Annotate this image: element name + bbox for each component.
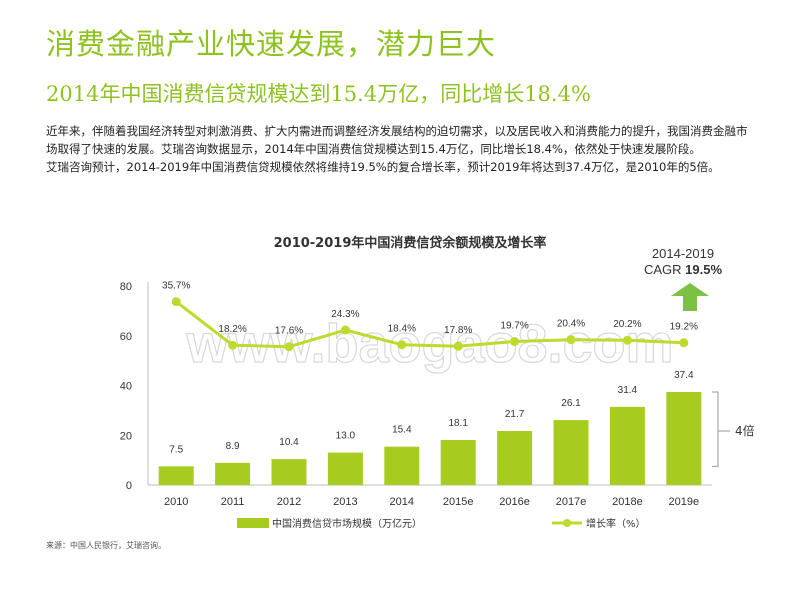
multiple-bracket	[712, 391, 719, 467]
body-paragraph-2: 艾瑞咨询预计，2014-2019年中国消费信贷规模依然将维持19.5%的复合增长…	[46, 160, 720, 174]
bar-label-2013: 13.0	[336, 431, 356, 442]
growth-point-2011	[228, 340, 238, 350]
bar-label-2015e: 18.1	[448, 418, 468, 429]
growth-line	[175, 300, 684, 349]
page-title: 消费金融产业快速发展，潜力巨大	[46, 27, 497, 61]
bar-2015e	[440, 439, 476, 485]
cagr-value: 19.5%	[685, 262, 723, 277]
bar-2014	[384, 446, 420, 485]
growth-point-2013	[340, 325, 350, 335]
growth-point-2019e	[679, 338, 689, 348]
x-tick-label-2011: 2011	[221, 496, 245, 508]
cagr-label: CAGR	[643, 262, 682, 277]
legend-label-bar: 中国消费信贷市场规模（万亿元）	[272, 517, 422, 530]
bar-2017e	[553, 420, 589, 485]
x-tick-label-2013: 2013	[333, 496, 357, 508]
cagr-period: 2014-2019	[651, 246, 715, 261]
x-tick-label-2014: 2014	[390, 496, 414, 508]
growth-label-2014: 18.4%	[388, 324, 416, 335]
x-tick-label-2019e: 2019e	[669, 496, 700, 508]
bar-label-2016e: 21.7	[505, 409, 525, 420]
growth-point-2015e	[453, 341, 463, 351]
x-tick-label-2012: 2012	[277, 496, 301, 508]
x-tick-label-2017e: 2017e	[556, 496, 587, 508]
x-tick-label-2016e: 2016e	[499, 496, 530, 508]
bar-label-2018e: 31.4	[618, 385, 638, 396]
cagr-line: CAGR 19.5%	[628, 262, 738, 278]
growth-point-2010	[171, 297, 181, 307]
growth-point-2014	[397, 340, 407, 350]
growth-label-2011: 18.2%	[218, 324, 246, 335]
x-tick-label-2018e: 2018e	[612, 496, 643, 508]
growth-label-2016e: 19.7%	[500, 320, 528, 331]
bar-label-2014: 15.4	[392, 425, 412, 436]
x-tick-label-2015e: 2015e	[443, 496, 474, 508]
chart-title: 2010-2019年中国消费信贷余额规模及增长率	[273, 236, 547, 251]
bar-2010	[158, 466, 194, 485]
growth-label-2018e: 20.2%	[613, 319, 641, 330]
y-tick-label-0: 0	[126, 480, 132, 492]
bar-label-2011: 8.9	[226, 441, 240, 452]
y-tick-label-4: 80	[120, 281, 132, 293]
growth-point-2012	[284, 342, 294, 352]
multiple-label: 4倍	[735, 423, 755, 438]
body-text: 近年来，伴随着我国经济转型对刺激消费、扩大内需进而调整经济发展结构的迫切需求，以…	[46, 122, 751, 176]
bar-2012	[271, 459, 307, 485]
growth-point-2018e	[622, 335, 632, 345]
growth-label-2017e: 20.4%	[557, 319, 585, 330]
growth-label-2019e: 19.2%	[670, 322, 698, 333]
legend-label-line: 增长率（%）	[586, 517, 646, 530]
y-tick-label-1: 20	[120, 430, 132, 442]
bar-2016e	[497, 431, 533, 485]
growth-point-2017e	[566, 335, 576, 345]
y-tick-label-2: 40	[120, 381, 132, 393]
y-tick-label-3: 60	[120, 331, 132, 343]
growth-label-2012: 17.6%	[275, 326, 303, 337]
bar-2011	[215, 462, 251, 485]
bar-label-2010: 7.5	[169, 444, 183, 455]
up-arrow-icon	[671, 283, 709, 311]
x-tick-label-2010: 2010	[164, 496, 188, 508]
source-note: 来源：中国人民银行，艾瑞咨询。	[46, 541, 166, 550]
page-subtitle: 2014年中国消费信贷规模达到15.4万亿，同比增长18.4%	[46, 82, 591, 106]
bar-label-2019e: 37.4	[674, 370, 694, 381]
bar-2019e	[666, 391, 702, 485]
legend-swatch-line-marker	[563, 519, 571, 527]
bar-label-2012: 10.4	[279, 437, 299, 448]
growth-label-2015e: 17.8%	[444, 325, 472, 336]
growth-point-2016e	[510, 336, 520, 346]
growth-label-2013: 24.3%	[331, 309, 359, 320]
legend-swatch-bar	[237, 518, 269, 528]
bar-2013	[327, 452, 363, 485]
bar-2018e	[609, 406, 645, 485]
growth-label-2010: 35.7%	[162, 281, 190, 292]
bar-label-2017e: 26.1	[561, 398, 581, 409]
cagr-annotation: 2014-2019 CAGR 19.5%	[628, 246, 738, 278]
body-paragraph-1: 近年来，伴随着我国经济转型对刺激消费、扩大内需进而调整经济发展结构的迫切需求，以…	[46, 124, 748, 156]
